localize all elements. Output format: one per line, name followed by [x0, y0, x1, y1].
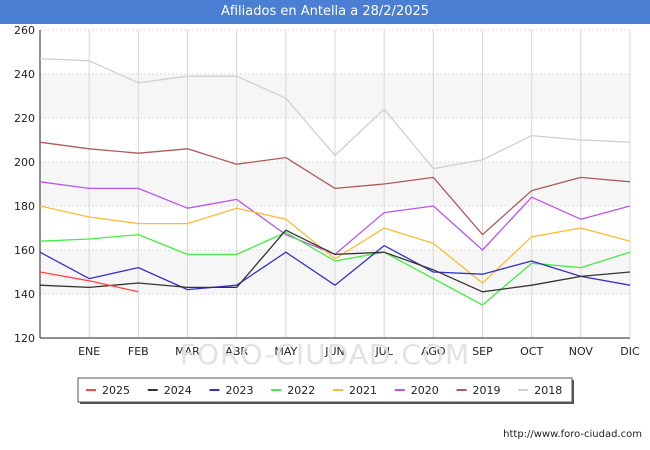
legend-label: 2018	[534, 384, 562, 397]
y-tick-label: 120	[14, 332, 35, 345]
legend-box	[77, 377, 573, 403]
series-line-2024	[39, 229, 631, 293]
x-tick-label: DIC	[620, 345, 640, 358]
series-line-2025	[39, 271, 139, 293]
x-tick-label: ENE	[78, 345, 100, 358]
y-tick-label: 200	[14, 156, 35, 169]
series-line-2019	[39, 141, 631, 236]
legend-label: 2019	[473, 384, 501, 397]
legend-label: 2020	[411, 384, 439, 397]
y-tick-label: 260	[14, 24, 35, 37]
legend-label: 2023	[226, 384, 254, 397]
x-tick-label: MAY	[274, 345, 297, 358]
legend-label: 2024	[164, 384, 192, 397]
series-line-2022	[39, 231, 631, 306]
chart-title: Afiliados en Antella a 28/2/2025	[0, 0, 650, 24]
x-tick-label: NOV	[569, 345, 594, 358]
legend-label: 2022	[287, 384, 315, 397]
x-tick-label: JUN	[324, 345, 345, 358]
x-tick-label: MAR	[175, 345, 200, 358]
y-tick-label: 220	[14, 112, 35, 125]
x-tick-label: AGO	[421, 345, 446, 358]
y-tick-label: 180	[14, 200, 35, 213]
x-tick-label: OCT	[520, 345, 543, 358]
watermark: FORO-CIUDAD.COM	[179, 338, 471, 371]
x-tick-label: SEP	[472, 345, 493, 358]
footer-url: http://www.foro-ciudad.com	[503, 429, 642, 440]
x-tick-label: ABR	[225, 345, 248, 358]
legend-label: 2021	[349, 384, 377, 397]
x-tick-label: FEB	[128, 345, 149, 358]
legend-label: 2025	[102, 384, 130, 397]
series-line-2023	[39, 244, 631, 291]
series-line-2018	[39, 57, 631, 170]
series-line-2021	[39, 205, 631, 284]
y-tick-label: 160	[14, 244, 35, 257]
x-tick-label: JUL	[374, 345, 393, 358]
y-tick-label: 140	[14, 288, 35, 301]
y-tick-label: 240	[14, 68, 35, 81]
